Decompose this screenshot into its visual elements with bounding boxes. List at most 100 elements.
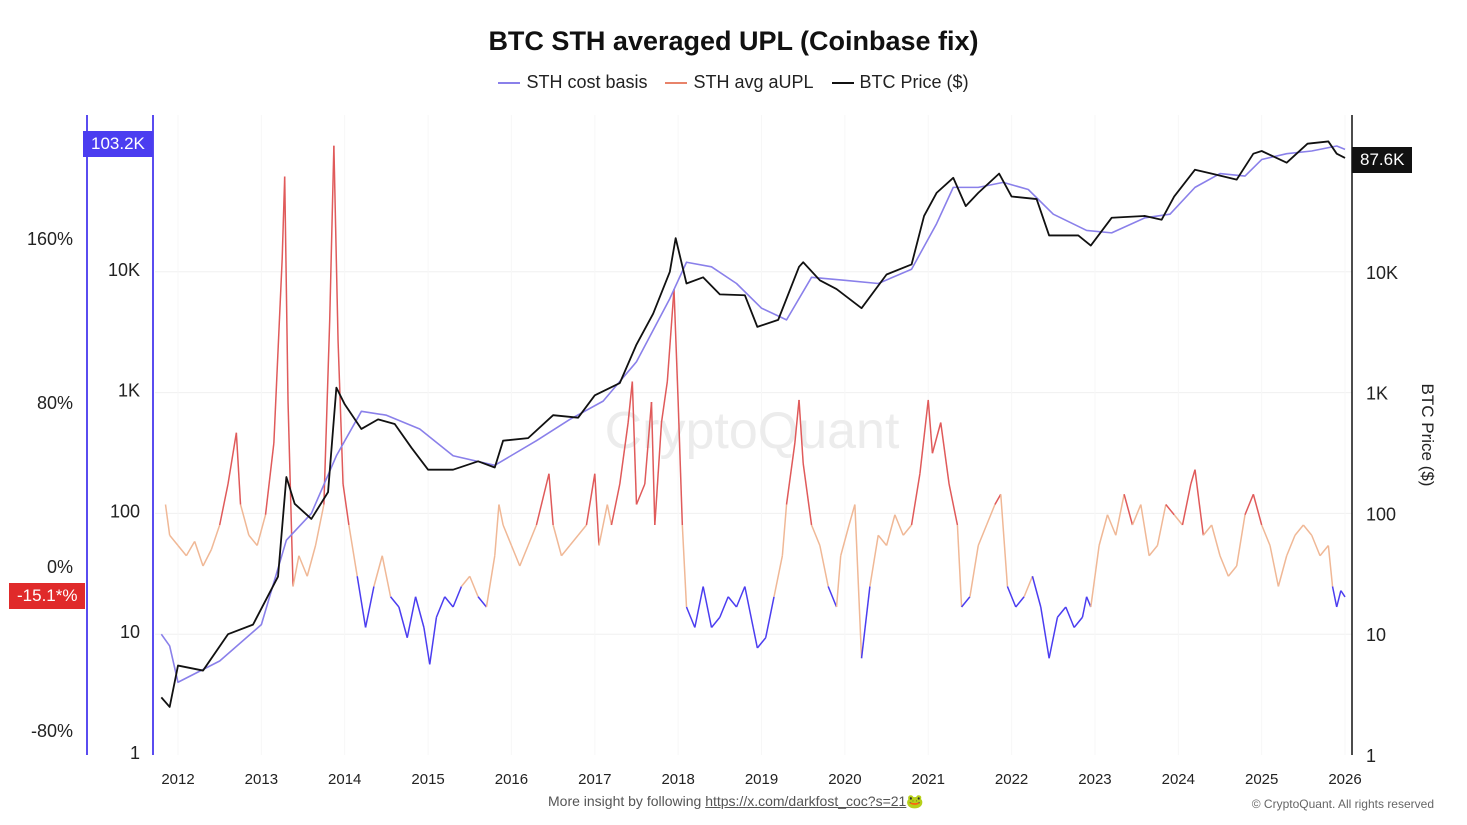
legend-swatch xyxy=(831,81,854,84)
aupl-segment xyxy=(577,524,588,536)
aupl-segment xyxy=(961,596,971,608)
aupl-segment xyxy=(1000,494,1009,587)
aupl-segment xyxy=(485,555,496,608)
aupl-segment xyxy=(744,586,754,628)
x-tick-label: 2021 xyxy=(912,771,945,788)
aupl-segment xyxy=(210,524,221,550)
aupl-segment xyxy=(1015,596,1025,608)
aupl-segment xyxy=(342,483,350,526)
footer-note: More insight by following https://x.com/… xyxy=(548,793,924,810)
aupl-segment xyxy=(292,555,300,587)
price-tick-label: 100 xyxy=(1366,504,1396,524)
aupl-segment xyxy=(1335,590,1342,608)
cost-basis-last-value-tag: 103.2K xyxy=(83,131,153,157)
aupl-segment xyxy=(1311,534,1321,557)
aupl-segment xyxy=(919,399,929,474)
aupl-segment xyxy=(835,555,842,608)
aupl-segment xyxy=(1269,545,1280,587)
legend-label: STH cost basis xyxy=(526,72,648,92)
aupl-segment xyxy=(752,627,759,649)
aupl-segment xyxy=(364,586,375,628)
aupl-segment xyxy=(348,524,358,577)
aupl-segment xyxy=(677,401,684,526)
aupl-segment xyxy=(337,340,344,485)
x-tick-label: 2016 xyxy=(495,771,528,788)
aupl-segment xyxy=(694,586,704,628)
btc-price-line xyxy=(160,140,1346,708)
aupl-segment xyxy=(877,534,888,546)
aupl-segment xyxy=(323,319,331,505)
legend: STH cost basis STH avg aUPL BTC Price ($… xyxy=(0,72,1467,93)
aupl-segment xyxy=(389,596,400,608)
aupl-segment xyxy=(169,534,179,546)
aupl-segment xyxy=(594,473,600,546)
aupl-segment xyxy=(735,586,746,608)
aupl-segment xyxy=(685,606,696,628)
aupl-segment xyxy=(673,289,679,403)
aupl-segment xyxy=(406,596,417,638)
cost-basis-tick-label: 10 xyxy=(120,622,140,642)
cost-basis-tick-label: 100 xyxy=(110,501,140,521)
aupl-segment xyxy=(1098,514,1109,546)
aupl-segment xyxy=(927,399,934,454)
aupl-segment xyxy=(306,545,317,577)
aupl-segment xyxy=(202,549,213,567)
aupl-segment xyxy=(248,534,258,546)
aupl-segment xyxy=(854,504,863,659)
aupl-segment xyxy=(1244,493,1255,516)
aupl-segment xyxy=(460,575,471,587)
percent-tick-label: -80% xyxy=(31,721,73,741)
aupl-segment xyxy=(273,258,283,444)
aupl-segment xyxy=(1219,555,1230,577)
x-tick-label: 2023 xyxy=(1078,771,1111,788)
aupl-segment xyxy=(956,524,963,608)
aupl-segment xyxy=(235,432,242,505)
aupl-segment xyxy=(239,504,250,536)
aupl-segment xyxy=(644,401,653,485)
aupl-segment xyxy=(902,524,913,536)
cost-basis-tick-label: 1 xyxy=(130,743,140,763)
copyright: © CryptoQuant. All rights reserved xyxy=(1251,797,1434,811)
x-tick-label: 2024 xyxy=(1162,771,1195,788)
aupl-segment xyxy=(218,483,229,526)
aupl-segment xyxy=(627,381,634,423)
x-tick-label: 2017 xyxy=(578,771,611,788)
aupl-segment xyxy=(1252,494,1263,526)
x-tick-label: 2019 xyxy=(745,771,778,788)
aupl-segment xyxy=(164,504,171,536)
aupl-segment xyxy=(794,399,800,444)
aupl-segment xyxy=(314,504,325,546)
aupl-segment xyxy=(256,514,267,546)
legend-price[interactable]: BTC Price ($) xyxy=(831,72,969,93)
aupl-segment xyxy=(940,422,950,485)
aupl-segment xyxy=(519,545,529,567)
aupl-segment xyxy=(948,483,959,526)
aupl-segment xyxy=(502,524,513,546)
aupl-segment xyxy=(727,596,738,608)
x-tick-label: 2014 xyxy=(328,771,361,788)
frog-emoji: 🐸 xyxy=(906,793,924,809)
legend-cost-basis[interactable]: STH cost basis xyxy=(498,72,647,93)
aupl-segment xyxy=(1285,534,1296,557)
aupl-segment xyxy=(773,555,784,597)
aupl-segment xyxy=(494,504,500,556)
aupl-segment xyxy=(1190,469,1196,485)
footer-link[interactable]: https://x.com/darkfost_coc?s=21 xyxy=(705,793,907,809)
aupl-segment xyxy=(1340,590,1346,598)
aupl-segment xyxy=(185,541,196,557)
aupl-segment xyxy=(1048,617,1059,659)
aupl-segment xyxy=(560,545,571,557)
aupl-segment xyxy=(635,483,646,505)
aupl-segment xyxy=(356,576,367,628)
cost-basis-tick-label: 1K xyxy=(118,381,140,401)
aupl-segment xyxy=(860,586,871,659)
legend-swatch xyxy=(498,81,521,84)
x-tick-label: 2018 xyxy=(661,771,694,788)
aupl-segment xyxy=(1327,545,1334,587)
price-axis-title: BTC Price ($) xyxy=(1418,384,1437,487)
watermark: CryptoQuant xyxy=(605,402,900,460)
aupl-last-value-tag: -15.1*% xyxy=(9,583,86,609)
aupl-segment xyxy=(885,514,896,546)
legend-aupl[interactable]: STH avg aUPL xyxy=(665,72,814,93)
aupl-segment xyxy=(1131,504,1142,526)
